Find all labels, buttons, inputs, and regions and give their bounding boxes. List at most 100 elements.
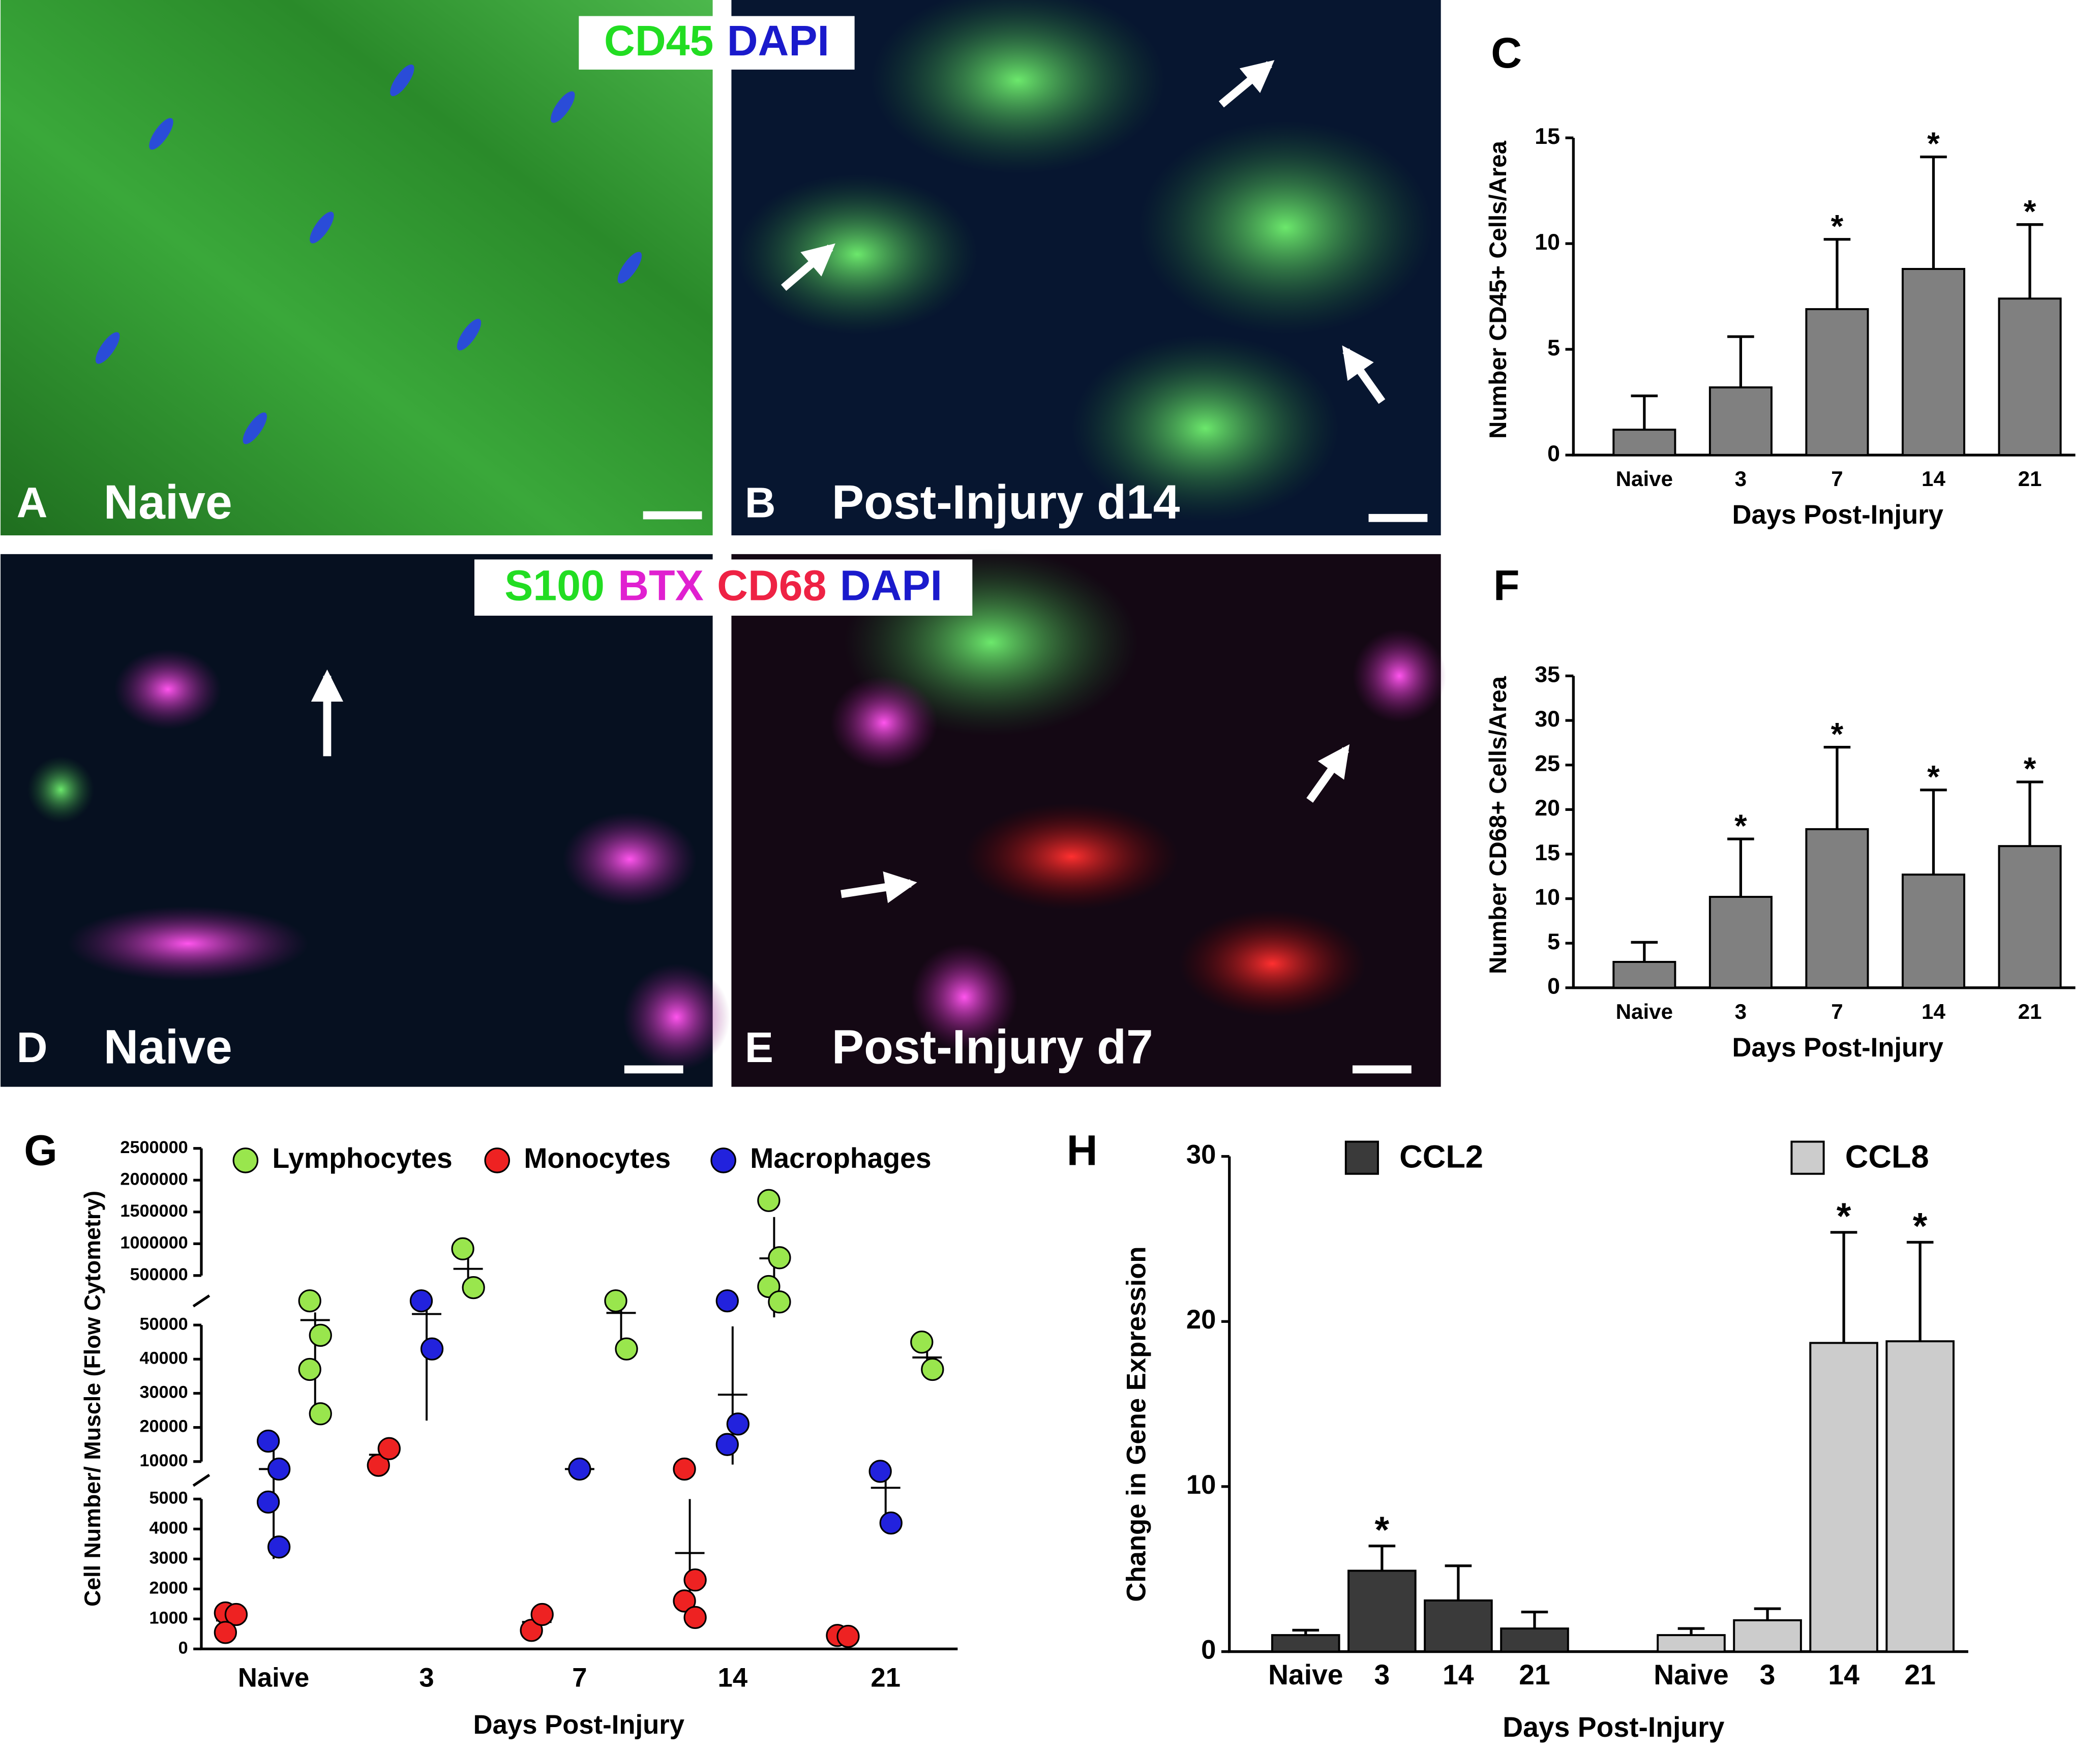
- y-tick-label: 0: [1201, 1635, 1216, 1665]
- legend-swatch: [1790, 1140, 1825, 1175]
- y-tick-label: 0: [178, 1638, 188, 1657]
- significance: *: [1734, 808, 1747, 844]
- y-tick-label: 20: [1186, 1305, 1216, 1335]
- x-tick-label: 3: [1374, 1659, 1390, 1690]
- bar: [1733, 1619, 1802, 1653]
- point: [298, 1357, 321, 1381]
- point: [604, 1289, 627, 1313]
- x-tick-label: 21: [1904, 1659, 1935, 1690]
- panel-letter: F: [1493, 562, 1519, 610]
- y-tick-label: 1000000: [120, 1233, 188, 1252]
- y-tick-label: 10: [1186, 1470, 1216, 1500]
- y-tick-label: 20: [1535, 795, 1560, 821]
- point: [520, 1619, 543, 1642]
- point: [921, 1357, 944, 1381]
- axis-break: [192, 1294, 211, 1308]
- point: [879, 1511, 903, 1535]
- stain-legend-box: [579, 16, 855, 70]
- y-tick-label: 0: [1547, 441, 1560, 466]
- point: [768, 1290, 791, 1314]
- image-caption: Naive: [104, 1020, 232, 1074]
- panel-letter: G: [24, 1127, 57, 1174]
- stain-name: DAPI: [840, 562, 942, 610]
- point: [309, 1323, 332, 1347]
- panel-letter: H: [1067, 1127, 1098, 1174]
- bar: [1271, 1634, 1340, 1653]
- y-tick-label: 1000: [149, 1608, 188, 1627]
- panel-letter: C: [1491, 29, 1522, 77]
- bar: [1500, 1627, 1569, 1653]
- bar: [1998, 845, 2062, 989]
- stain-name: CD45: [604, 17, 713, 65]
- significance: *: [2024, 751, 2036, 787]
- significance: *: [1913, 1204, 1928, 1247]
- y-tick-label: 10: [1535, 884, 1560, 910]
- legend-label: CCL2: [1399, 1139, 1483, 1174]
- image-e: [731, 549, 1447, 1087]
- x-tick-label: Naive: [1616, 1000, 1673, 1023]
- x-axis-label: Days Post-Injury: [473, 1710, 684, 1740]
- y-tick-label: 3000: [149, 1548, 188, 1567]
- y-tick-label: 5000: [149, 1488, 188, 1507]
- bar: [1901, 873, 1966, 989]
- y-tick-label: 2000: [149, 1578, 188, 1597]
- point: [298, 1289, 321, 1313]
- x-tick-label: 3: [1735, 467, 1747, 491]
- x-tick-label: 3: [1735, 1000, 1747, 1023]
- x-tick-label: Naive: [1616, 467, 1673, 491]
- image-d: [1, 554, 730, 1087]
- bar: [1612, 961, 1676, 989]
- x-tick-label: 14: [1828, 1659, 1859, 1690]
- y-tick-label: 30: [1186, 1139, 1216, 1169]
- stain-legend: S100 BTX CD68 DAPI: [504, 562, 942, 610]
- bar: [1424, 1599, 1493, 1653]
- y-tick-label: 2500000: [120, 1138, 188, 1157]
- y-tick-label: 10000: [139, 1451, 188, 1470]
- y-axis-label: Number CD45+ Cells/Area: [1485, 140, 1512, 439]
- y-axis-label: Change in Gene Expression: [1122, 1246, 1152, 1602]
- y-tick-label: 50000: [139, 1314, 188, 1334]
- x-tick-label: 21: [871, 1663, 901, 1693]
- bar: [1347, 1569, 1417, 1653]
- significance: *: [1927, 126, 1940, 162]
- point: [768, 1246, 791, 1270]
- point: [868, 1460, 892, 1483]
- point: [615, 1337, 638, 1361]
- y-tick-label: 5: [1547, 929, 1560, 954]
- stain-name: S100: [504, 562, 605, 610]
- panel-label: B: [745, 478, 776, 526]
- y-tick-label: 15: [1535, 124, 1560, 149]
- point: [367, 1454, 390, 1477]
- point: [530, 1603, 554, 1626]
- y-tick-label: 4000: [149, 1518, 188, 1537]
- panel-label: A: [17, 478, 48, 526]
- legend-label: Macrophages: [750, 1142, 931, 1174]
- x-tick-label: Naive: [1268, 1659, 1343, 1690]
- bar: [1809, 1342, 1878, 1653]
- stain-name: CD68: [717, 562, 826, 610]
- x-tick-label: 21: [2018, 467, 2042, 491]
- x-tick-label: 14: [718, 1663, 748, 1693]
- bar: [1885, 1340, 1955, 1653]
- point: [409, 1289, 433, 1313]
- significance: *: [2024, 194, 2036, 229]
- y-tick-label: 20000: [139, 1417, 188, 1436]
- x-tick-label: 14: [1443, 1659, 1474, 1690]
- bar: [1805, 828, 1869, 989]
- bar: [1901, 268, 1966, 457]
- image-b: [731, 0, 1441, 536]
- point: [256, 1490, 280, 1514]
- image-caption: Naive: [104, 475, 232, 529]
- panel-label: D: [17, 1023, 48, 1071]
- y-axis-label: Number CD68+ Cells/Area: [1485, 676, 1512, 974]
- point: [683, 1606, 707, 1629]
- y-tick-label: 10: [1535, 229, 1560, 255]
- y-tick-label: 25: [1535, 751, 1560, 776]
- stain-name: DAPI: [727, 17, 829, 65]
- panel-label: E: [745, 1023, 773, 1071]
- legend-swatch: [1344, 1140, 1379, 1175]
- point: [726, 1412, 749, 1436]
- x-tick-label: 7: [572, 1663, 587, 1693]
- x-tick-label: 7: [1831, 1000, 1843, 1023]
